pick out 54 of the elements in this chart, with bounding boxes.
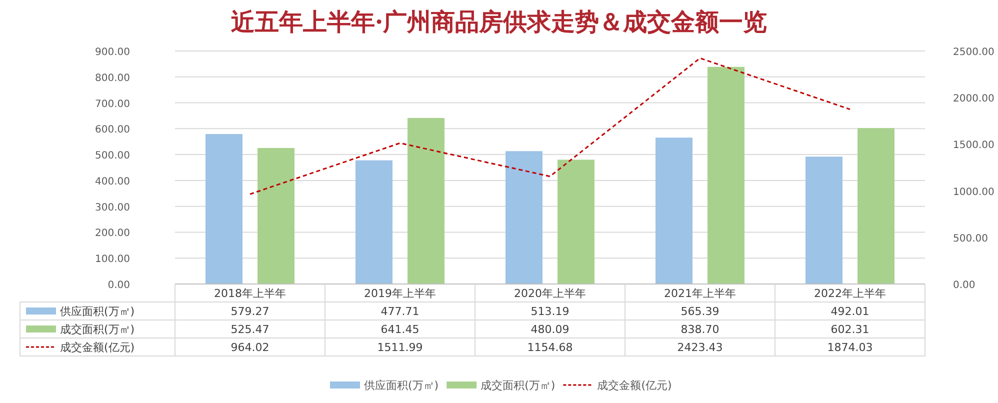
y-tick-label: 900.00 bbox=[95, 47, 130, 58]
bar bbox=[206, 134, 242, 284]
text: 成交面积(万㎡) bbox=[60, 323, 135, 336]
data-label: 1511.99 bbox=[377, 341, 423, 354]
y2-tick-label: 2000.00 bbox=[953, 94, 994, 105]
legend-label: 成交面积(万㎡) bbox=[480, 379, 556, 392]
data-label: 602.31 bbox=[830, 323, 870, 336]
data-label: 565.39 bbox=[680, 305, 720, 318]
y-tick-label: 700.00 bbox=[95, 98, 130, 110]
line-series bbox=[249, 57, 851, 195]
chart-title: 近五年上半年·广州商品房供求走势＆成交金额一览 bbox=[230, 7, 768, 36]
y-tick-label: 0.00 bbox=[108, 280, 130, 291]
bar bbox=[258, 148, 294, 284]
y-tick-label: 600.00 bbox=[95, 124, 130, 136]
data-label: 1154.68 bbox=[527, 341, 573, 354]
bar bbox=[858, 128, 894, 284]
bar bbox=[656, 138, 692, 284]
legend-label: 供应面积(万㎡) bbox=[60, 305, 135, 318]
bar bbox=[806, 156, 842, 284]
text: 供应面积(万㎡) bbox=[364, 379, 439, 392]
y-tick-label: 800.00 bbox=[95, 72, 130, 84]
x-tick-label: 2021年上半年 bbox=[664, 287, 736, 300]
legend-label: 成交金额(亿元) bbox=[597, 379, 672, 392]
bar bbox=[708, 66, 744, 284]
y2-tick-label: 500.00 bbox=[953, 233, 988, 244]
bar bbox=[356, 160, 392, 284]
data-label: 513.19 bbox=[530, 305, 570, 318]
y-tick-label: 200.00 bbox=[95, 228, 130, 240]
data-label: 2423.43 bbox=[677, 341, 723, 354]
data-label: 964.02 bbox=[230, 341, 270, 354]
y2-tick-label: 0.00 bbox=[953, 280, 976, 291]
y-tick-label: 300.00 bbox=[95, 202, 130, 214]
bar bbox=[506, 151, 542, 284]
y2-tick-label: 1500.00 bbox=[953, 140, 994, 152]
y-tick-label: 400.00 bbox=[95, 176, 130, 188]
data-label: 480.09 bbox=[530, 323, 570, 336]
x-tick-label: 2020年上半年 bbox=[514, 287, 586, 300]
y2-tick-label: 2500.00 bbox=[953, 47, 994, 58]
data-label: 492.01 bbox=[830, 305, 870, 318]
data-label: 477.71 bbox=[380, 305, 420, 318]
x-tick-label: 2019年上半年 bbox=[364, 287, 436, 300]
x-tick-label: 2018年上半年 bbox=[214, 287, 286, 300]
x-tick-label: 2022年上半年 bbox=[814, 287, 886, 300]
y-tick-label: 100.00 bbox=[95, 254, 130, 266]
data-label: 579.27 bbox=[230, 305, 270, 318]
y2-tick-label: 1000.00 bbox=[953, 186, 994, 198]
bar bbox=[558, 160, 594, 284]
bar bbox=[408, 118, 444, 284]
text: 成交金额(亿元) bbox=[60, 341, 135, 354]
data-label: 1874.03 bbox=[827, 341, 873, 354]
data-label: 641.45 bbox=[380, 323, 420, 336]
data-label: 525.47 bbox=[230, 323, 270, 336]
y-tick-label: 500.00 bbox=[95, 150, 130, 162]
data-label: 838.70 bbox=[680, 323, 720, 336]
